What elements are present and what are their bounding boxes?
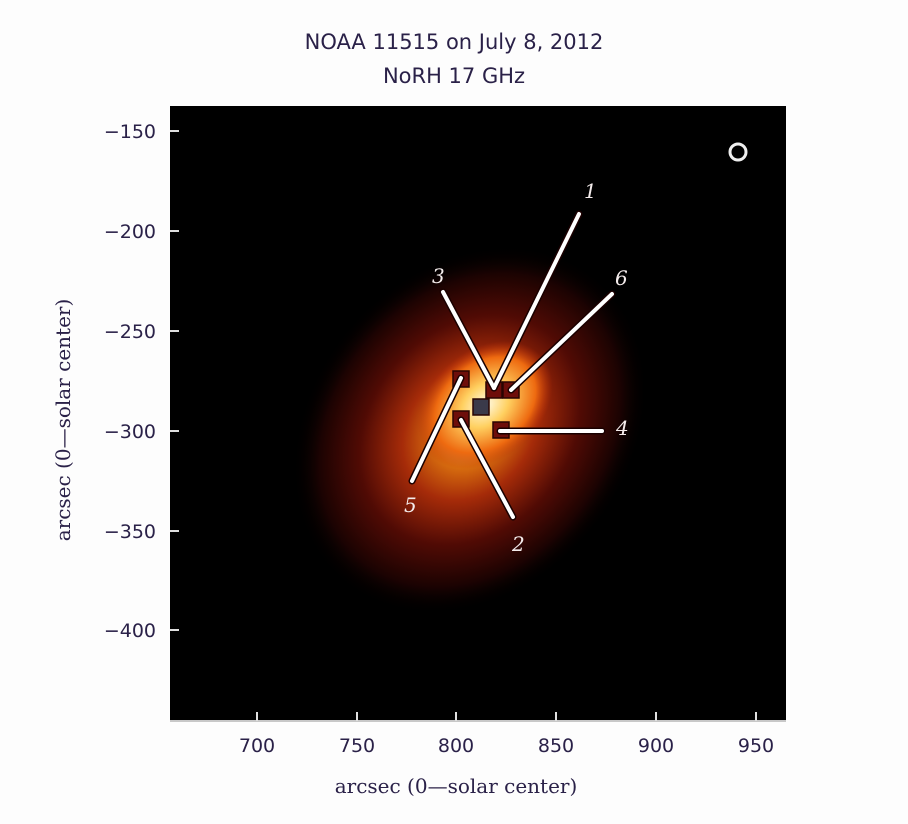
beam-circle-icon <box>728 142 748 162</box>
marker-line-6 <box>509 292 614 392</box>
x-axis: 700 750 800 850 900 950 arcsec (0—solar … <box>170 712 786 798</box>
marker-lines <box>408 210 616 521</box>
y-tick-label: −350 <box>104 521 156 543</box>
y-tick-label: −250 <box>104 321 156 343</box>
marker-label-5: 5 <box>404 493 417 517</box>
x-tick-label: 700 <box>239 735 275 757</box>
y-tick-label: −150 <box>104 121 156 143</box>
y-tick-label: −300 <box>104 421 156 443</box>
x-tick-label: 850 <box>538 735 574 757</box>
marker-label-1: 1 <box>584 179 597 203</box>
marker-label-3: 3 <box>432 264 445 288</box>
y-axis: −150 −200 −250 −300 −350 −400 arcsec (0—… <box>51 121 179 642</box>
x-tick-label: 750 <box>339 735 375 757</box>
x-tick-label: 800 <box>438 735 474 757</box>
marker-line-5 <box>410 376 463 483</box>
marker-line-2 <box>459 418 515 519</box>
y-axis-label: arcsec (0—solar center) <box>51 299 75 542</box>
x-tick-label: 900 <box>638 735 674 757</box>
marker-line-3 <box>441 290 496 390</box>
x-axis-label: arcsec (0—solar center) <box>335 774 578 798</box>
x-tick-label: 950 <box>738 735 774 757</box>
chart-title: NOAA 11515 on July 8, 2012 <box>304 30 604 54</box>
marker-line-1 <box>492 212 581 390</box>
marker-label-6: 6 <box>615 266 628 290</box>
y-tick-label: −400 <box>104 620 156 642</box>
chart-subtitle: NoRH 17 GHz <box>382 64 526 88</box>
marker-label-2: 2 <box>511 532 525 556</box>
marker-label-4: 4 <box>615 416 629 440</box>
y-tick-label: −200 <box>104 221 156 243</box>
